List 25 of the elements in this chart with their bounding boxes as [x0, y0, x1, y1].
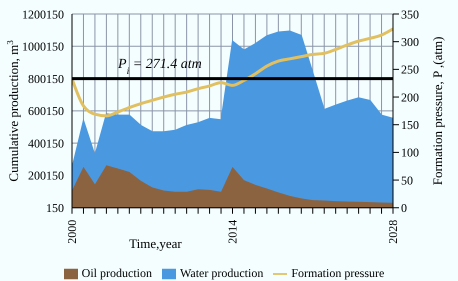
y-tick-label: 600150 [28, 104, 64, 118]
y-tick-label: 150 [46, 201, 64, 216]
line-series [72, 27, 393, 118]
y-tick-label: 800150 [28, 72, 64, 86]
x-axis-title: Time,year [129, 236, 182, 251]
x-tick-label: 2014 [226, 220, 240, 244]
y2-tick-label: 100 [401, 146, 419, 160]
y-tick-label: 1000150 [22, 40, 64, 54]
x-tick-label: 2028 [386, 220, 400, 244]
y2-tick-label: 350 [401, 7, 419, 22]
y-tick-label: 1200150 [22, 7, 64, 22]
y2-tick-label: 50 [401, 173, 413, 188]
y2-tick-label: 150 [401, 118, 419, 132]
legend-label: Water production [180, 266, 264, 280]
x-tick-label: 2000 [65, 220, 79, 244]
y2-tick-label: 0 [401, 201, 407, 216]
y2-tick-label: 200 [401, 90, 419, 104]
y-tick-label: 200150 [28, 168, 64, 183]
y-tick-label: 400150 [28, 136, 64, 150]
y2-tick-label: 300 [401, 34, 419, 49]
y2-axis-title: Formation pressure, P ,(atm) [430, 36, 445, 186]
y2-tick-label: 250 [401, 62, 419, 77]
annotation: P$_{i}$ = 271.4 atm [117, 57, 202, 76]
legend-label: Formation pressure [291, 266, 384, 280]
legend-label: Oil production [82, 266, 152, 280]
